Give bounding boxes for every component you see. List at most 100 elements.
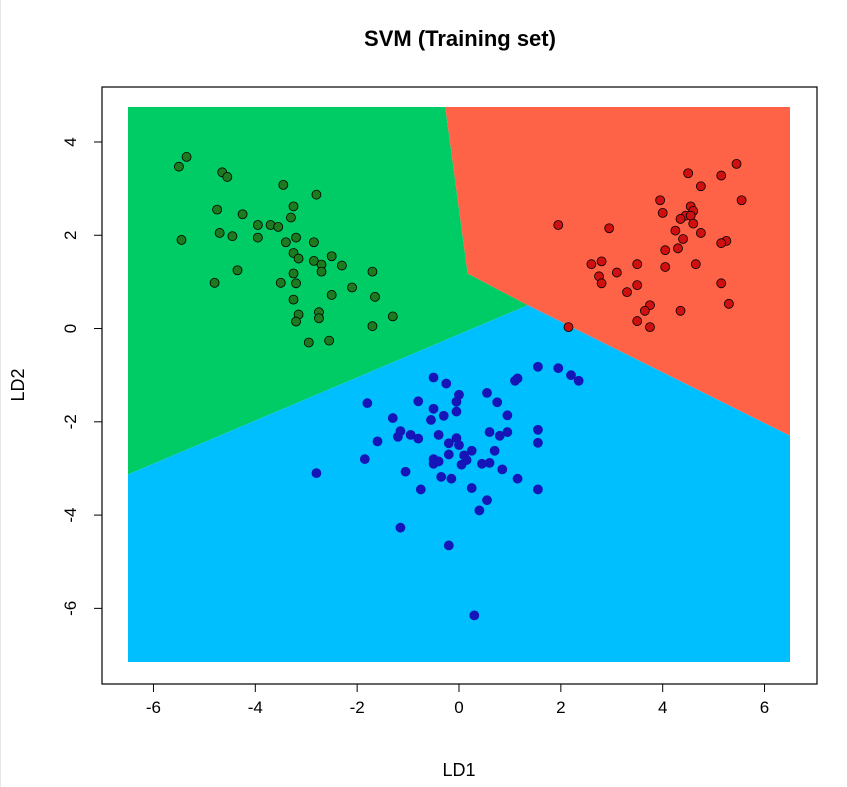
- region-blue: [128, 305, 790, 662]
- data-point-green: [326, 290, 337, 300]
- data-point-green: [252, 232, 263, 243]
- data-point-green: [293, 253, 304, 264]
- data-point-green: [291, 232, 301, 243]
- data-point-blue: [433, 456, 444, 467]
- data-point-blue: [466, 483, 477, 493]
- data-point-blue: [428, 372, 439, 383]
- data-point-green: [288, 268, 299, 279]
- data-point-green: [311, 189, 322, 200]
- x-tick-label: -4: [248, 698, 263, 717]
- data-point-blue: [533, 424, 543, 435]
- data-point-red: [678, 234, 688, 244]
- data-point-blue: [553, 363, 564, 374]
- data-point-green: [308, 237, 319, 248]
- data-point-green: [370, 291, 380, 302]
- data-point-red: [586, 259, 597, 270]
- data-point-blue: [441, 378, 452, 389]
- data-point-red: [596, 278, 607, 289]
- data-point-red: [690, 259, 701, 270]
- data-point-red: [695, 228, 706, 238]
- data-point-blue: [400, 466, 411, 477]
- data-point-green: [303, 337, 314, 348]
- data-point-green: [347, 282, 357, 293]
- data-point-blue: [573, 375, 584, 386]
- data-point-red: [731, 158, 742, 169]
- data-point-blue: [446, 473, 457, 484]
- data-point-green: [222, 172, 233, 182]
- data-point-green: [326, 251, 337, 262]
- data-point-blue: [510, 375, 520, 386]
- data-point-green: [227, 231, 238, 242]
- data-point-green: [273, 221, 284, 232]
- x-axis-label: LD1: [442, 760, 475, 780]
- data-point-blue: [413, 396, 424, 407]
- training-points: [174, 152, 747, 621]
- data-point-blue: [456, 459, 467, 470]
- data-point-blue: [392, 431, 403, 442]
- data-point-red: [611, 267, 622, 278]
- data-point-green: [275, 277, 286, 288]
- data-point-blue: [469, 610, 480, 621]
- data-point-blue: [426, 415, 436, 425]
- data-point-green: [314, 313, 324, 324]
- data-point-red: [660, 245, 671, 256]
- data-point-green: [232, 265, 243, 276]
- data-point-blue: [443, 540, 454, 551]
- data-point-red: [716, 278, 727, 289]
- data-point-blue: [502, 410, 513, 421]
- data-point-red: [563, 322, 574, 333]
- data-point-blue: [482, 387, 492, 398]
- x-axis: -6 -4 -2 0 2 4 6: [146, 683, 769, 717]
- data-point-blue: [413, 433, 424, 444]
- data-point-red: [645, 322, 655, 333]
- data-point-blue: [454, 440, 464, 451]
- data-point-red: [716, 170, 727, 181]
- decision-regions: [128, 107, 790, 662]
- data-point-blue: [466, 445, 477, 456]
- data-point-blue: [533, 484, 543, 495]
- data-point-green: [291, 278, 301, 289]
- data-point-red: [657, 207, 668, 218]
- data-point-green: [324, 335, 335, 346]
- data-point-green: [316, 266, 327, 277]
- data-point-blue: [436, 471, 447, 482]
- data-point-green: [286, 212, 296, 223]
- data-point-green: [367, 266, 378, 277]
- data-point-blue: [362, 398, 373, 409]
- data-point-blue: [451, 396, 462, 407]
- data-point-blue: [474, 505, 485, 516]
- data-point-red: [716, 238, 727, 249]
- series-green: [174, 152, 398, 348]
- data-point-blue: [566, 370, 576, 381]
- y-tick-label: 2: [61, 231, 80, 240]
- data-point-red: [736, 195, 747, 206]
- y-axis: -6 -4 -2 0 2 4: [61, 137, 103, 616]
- data-point-blue: [438, 410, 449, 421]
- data-point-green: [237, 209, 248, 220]
- data-point-red: [596, 256, 607, 267]
- data-point-red: [655, 195, 666, 206]
- y-axis-label: LD2: [8, 368, 28, 401]
- data-point-blue: [484, 457, 495, 468]
- data-point-blue: [494, 430, 505, 441]
- data-point-blue: [533, 361, 543, 372]
- data-point-red: [683, 168, 694, 179]
- x-tick-label: -6: [146, 698, 161, 717]
- y-tick-label: 4: [61, 137, 80, 146]
- series-blue: [311, 361, 584, 621]
- data-point-blue: [311, 468, 322, 479]
- data-point-green: [367, 321, 378, 332]
- data-point-blue: [492, 397, 503, 408]
- data-point-blue: [359, 454, 370, 465]
- data-point-blue: [489, 445, 500, 456]
- data-point-green: [280, 237, 291, 248]
- data-point-blue: [451, 406, 462, 417]
- data-point-red: [673, 243, 683, 254]
- data-point-red: [622, 287, 632, 298]
- data-point-red: [723, 298, 734, 309]
- data-point-blue: [428, 403, 439, 414]
- x-tick-label: 2: [556, 698, 565, 717]
- data-point-blue: [372, 436, 383, 447]
- data-point-red: [553, 220, 564, 230]
- data-point-red: [695, 181, 706, 192]
